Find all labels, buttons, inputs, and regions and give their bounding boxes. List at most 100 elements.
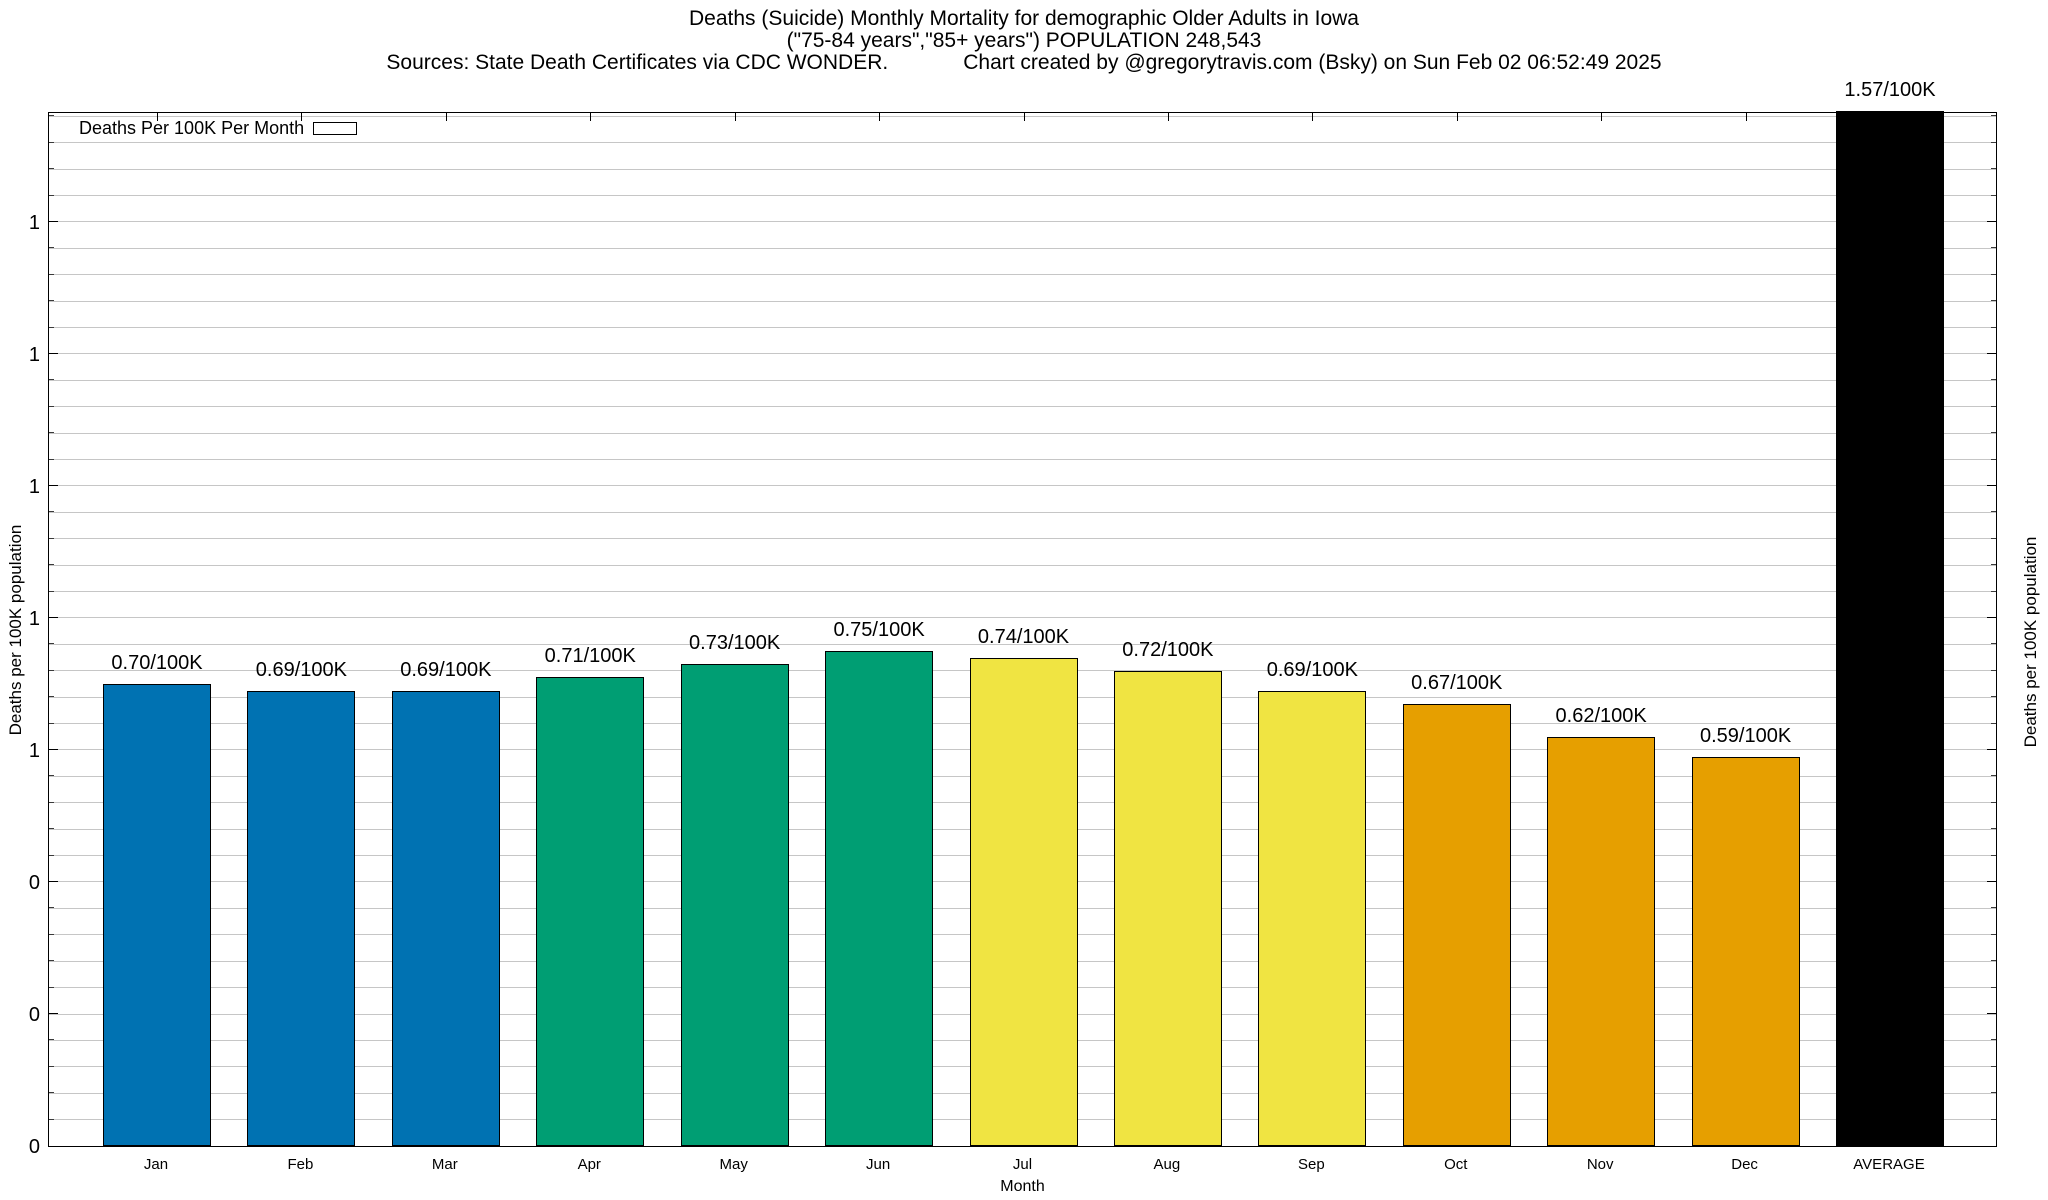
y-tick-mark [49,537,54,539]
y-tick-mark [49,326,54,328]
y-tick-mark [49,432,54,434]
y-tick-mark [49,880,58,882]
x-tick-mark [1456,113,1458,121]
y-tick-mark [1991,801,1996,803]
y-tick-mark [1987,748,1996,750]
x-tick-mark [734,113,736,121]
bar-value-label: 0.72/100K [1122,638,1214,661]
y-tick-mark [49,643,54,645]
y-tick-mark [1991,168,1996,170]
y-tick-mark [1987,880,1996,882]
y-tick-mark [1991,907,1996,909]
y-tick-mark [1987,616,1996,618]
y-tick-label: 1 [28,607,40,630]
x-tick-mark [879,113,881,121]
legend-label: Deaths Per 100K Per Month [79,118,305,138]
y-tick-mark [49,168,54,170]
y-tick-mark [49,247,54,249]
y-tick-label: 1 [28,739,40,762]
y-tick-mark [1991,669,1996,671]
y-tick-mark [49,194,54,196]
y-tick-mark [49,1013,58,1014]
y-tick-label: 1 [28,475,40,498]
y-tick-mark [49,854,54,856]
y-tick-mark [1991,273,1996,275]
legend: Deaths Per 100K Per Month [79,118,358,139]
gridline [49,142,1996,144]
y-tick-mark [49,960,54,962]
bar-value-label: 0.69/100K [1266,658,1358,681]
gridline [49,617,1996,619]
gridline [49,221,1996,223]
bar-value-label: 0.73/100K [689,632,781,655]
x-tick-label-jul: Jul [1012,1156,1033,1173]
y-tick-mark [1991,300,1996,302]
plot-area: Deaths Per 100K Per Month 0.70/100K 0.69/… [48,79,1997,1147]
y-tick-mark [49,722,54,724]
bar-value-label: 1.57/100K [1844,79,1936,101]
x-tick-mark [1167,113,1169,121]
gridline [49,274,1996,276]
chart-subtitle: ("75-84 years","85+ years") POPULATION 2… [786,29,1262,52]
y-tick-label: 0 [28,871,40,894]
bar-value-label: 0.67/100K [1411,671,1503,694]
y-tick-label: 0 [28,1003,40,1026]
y-tick-mark [1991,696,1996,698]
y-tick-mark [49,669,54,671]
y-tick-mark [1991,986,1996,988]
y-tick-mark [1991,1118,1996,1120]
y-tick-mark [1991,854,1996,856]
y-tick-mark [1991,1065,1996,1067]
bar-dec [1691,756,1800,1146]
bar-average [1836,111,1944,1146]
y-tick-mark [1991,194,1996,196]
y-tick-mark [1991,511,1996,513]
bar-value-label: 0.75/100K [833,618,925,641]
y-tick-mark [1991,643,1996,645]
y-tick-mark [49,1039,54,1041]
chart-title: Deaths (Suicide) Monthly Mortality for d… [689,7,1359,30]
gridline [49,300,1996,302]
bar-mar [391,690,500,1146]
gridline [49,327,1996,329]
bar-oct [1402,703,1511,1146]
y-tick-mark [1991,564,1996,566]
y-tick-mark [49,273,54,275]
x-tick-label-feb: Feb [287,1156,314,1173]
gridline [49,511,1996,513]
y-tick-mark [1991,960,1996,962]
x-tick-mark [1745,113,1747,121]
y-tick-mark [49,616,58,618]
x-tick-mark [590,113,592,121]
y-tick-mark [1991,247,1996,249]
gridline [49,538,1996,540]
y-tick-mark [49,748,58,750]
gridline [49,353,1996,355]
y-tick-mark [1991,775,1996,777]
x-tick-label-oct: Oct [1444,1156,1468,1173]
chart-credits-row: Sources: State Death Certificates via CD… [0,52,2048,74]
y-tick-mark [1991,432,1996,434]
x-tick-label-average: AVERAGE [1853,1156,1925,1173]
gridline [49,115,1996,117]
x-tick-mark [445,113,447,121]
y-tick-mark [1987,1013,1996,1014]
x-tick-label-aug: Aug [1153,1156,1181,1173]
gridline [49,459,1996,461]
y-tick-mark [49,1065,54,1067]
y-tick-mark [1991,405,1996,407]
y-tick-mark [49,986,54,988]
x-tick-label-jan: Jan [143,1156,169,1173]
x-tick-label-mar: Mar [431,1156,458,1173]
y-tick-mark [1987,220,1996,222]
credit-text: Chart created by @gregorytravis.com (Bsk… [963,51,1662,74]
x-axis-title: Month [1000,1178,1045,1195]
bar-jul [969,657,1078,1146]
y-tick-mark [1987,484,1996,486]
y-tick-mark [49,352,58,354]
y-tick-mark [49,801,54,803]
gridline [49,379,1996,381]
y-tick-mark [49,220,58,222]
gridline [49,406,1996,408]
y-tick-mark [1991,1039,1996,1041]
